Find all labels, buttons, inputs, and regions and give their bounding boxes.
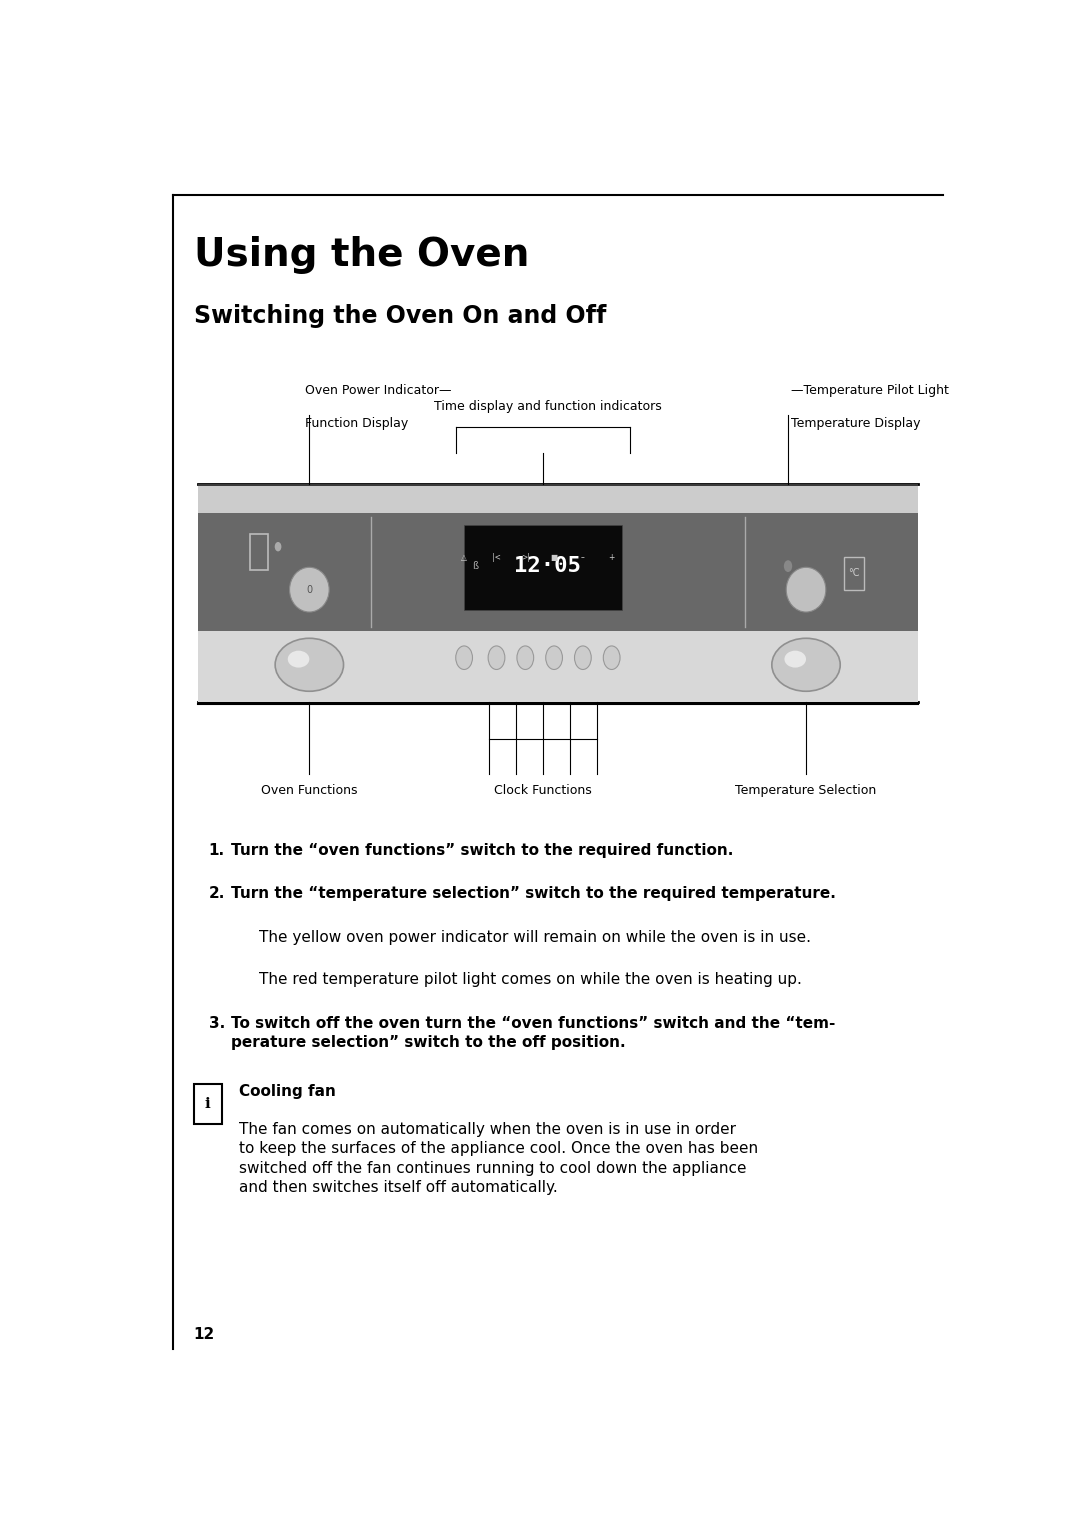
Circle shape (517, 645, 534, 670)
Text: °C: °C (849, 569, 860, 578)
Bar (198, 514, 918, 631)
Text: Temperature Display: Temperature Display (791, 416, 920, 430)
Text: Using the Oven: Using the Oven (193, 237, 529, 275)
Text: The red temperature pilot light comes on while the oven is heating up.: The red temperature pilot light comes on… (259, 972, 801, 988)
Text: 12: 12 (193, 1327, 215, 1342)
Text: Oven Functions: Oven Functions (261, 784, 357, 797)
Text: 3.: 3. (208, 1015, 225, 1031)
Bar (845, 557, 864, 590)
Circle shape (274, 541, 282, 552)
Ellipse shape (275, 638, 343, 691)
Text: ß: ß (472, 561, 478, 570)
Bar (193, 1084, 222, 1124)
Text: To switch off the oven turn the “oven functions” switch and the “tem-
perature s: To switch off the oven turn the “oven fu… (231, 1015, 836, 1050)
Text: ■: ■ (551, 553, 557, 563)
Text: △: △ (461, 553, 467, 563)
Bar (198, 631, 918, 702)
Text: The yellow oven power indicator will remain on while the oven is in use.: The yellow oven power indicator will rem… (259, 930, 811, 945)
Text: Turn the “oven functions” switch to the required function.: Turn the “oven functions” switch to the … (231, 842, 733, 858)
Text: 12·05: 12·05 (514, 555, 581, 575)
Text: Turn the “temperature selection” switch to the required temperature.: Turn the “temperature selection” switch … (231, 887, 836, 902)
Text: 0: 0 (307, 584, 312, 595)
Circle shape (784, 560, 793, 572)
Circle shape (456, 645, 472, 670)
Circle shape (488, 645, 504, 670)
Bar (198, 483, 918, 702)
Bar (249, 534, 268, 570)
Text: Switching the Oven On and Off: Switching the Oven On and Off (193, 304, 606, 327)
Ellipse shape (289, 567, 329, 612)
Ellipse shape (772, 638, 840, 691)
Text: |<: |< (492, 553, 501, 563)
Text: Function Display: Function Display (306, 416, 408, 430)
Text: Temperature Selection: Temperature Selection (735, 784, 877, 797)
Text: Clock Functions: Clock Functions (495, 784, 592, 797)
Circle shape (545, 645, 563, 670)
Text: Cooling fan: Cooling fan (239, 1084, 336, 1099)
Bar (464, 524, 622, 610)
Text: i: i (205, 1098, 211, 1112)
Text: 1.: 1. (208, 842, 225, 858)
Text: 2.: 2. (208, 887, 225, 902)
Text: The fan comes on automatically when the oven is in use in order
to keep the surf: The fan comes on automatically when the … (239, 1122, 758, 1196)
Circle shape (604, 645, 620, 670)
Text: Time display and function indicators: Time display and function indicators (433, 401, 661, 413)
Text: —Temperature Pilot Light: —Temperature Pilot Light (791, 384, 948, 396)
Text: +: + (608, 553, 615, 563)
Text: Oven Power Indicator—: Oven Power Indicator— (306, 384, 451, 396)
Ellipse shape (287, 651, 309, 668)
Ellipse shape (786, 567, 826, 612)
Text: >|: >| (521, 553, 529, 563)
Circle shape (575, 645, 591, 670)
Text: –: – (581, 553, 584, 563)
Ellipse shape (784, 651, 806, 668)
Bar (198, 483, 918, 486)
